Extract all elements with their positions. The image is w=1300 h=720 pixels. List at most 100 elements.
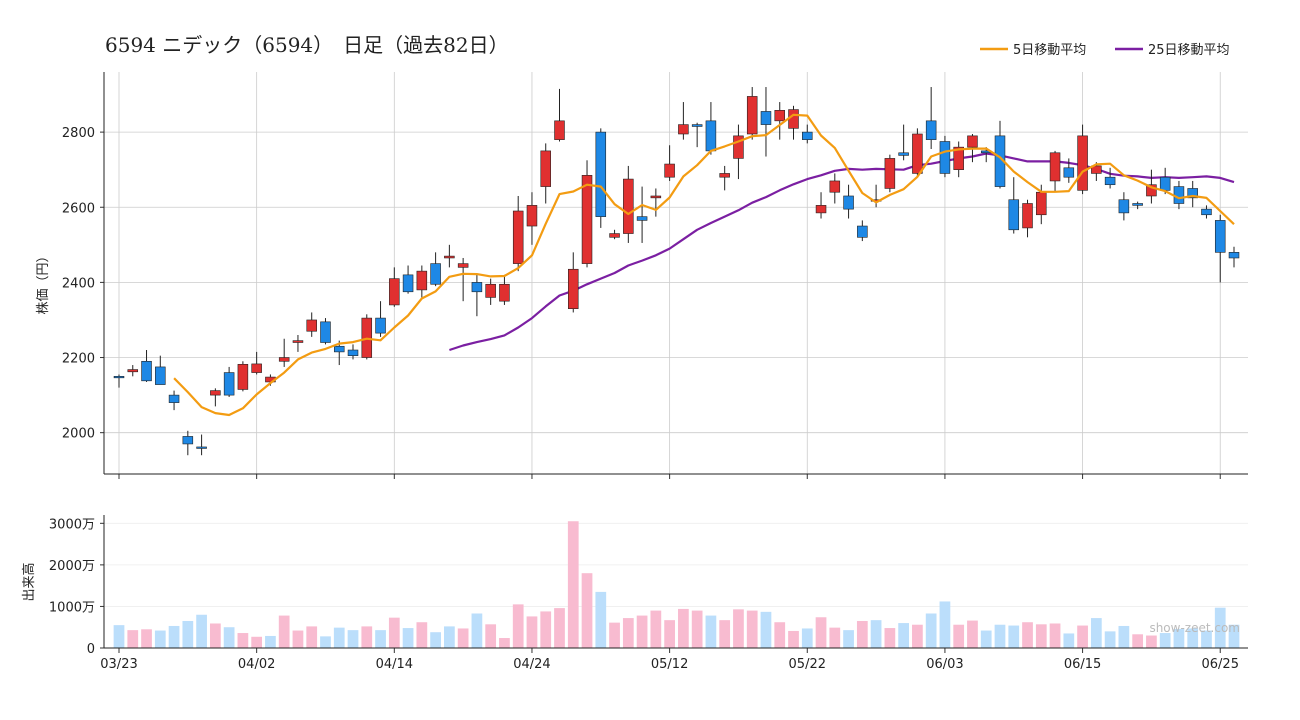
volume-bar [843,630,854,648]
volume-bar [1008,625,1020,648]
volume-bar [994,624,1006,648]
candle-body [210,390,221,396]
volume-bar [512,604,524,648]
x-tick-label: 04/14 [376,657,413,672]
watermark: show-zeet.com [1149,621,1240,635]
volume-bar [444,626,455,648]
volume-bar [870,620,882,648]
candle-body [1118,199,1130,214]
volume-grid [104,522,1248,649]
volume-y-ticks: 0 1000万 2000万 3000万 [49,517,104,657]
candle-body [1146,184,1157,197]
candle-body [568,268,579,309]
candle-body [898,152,909,156]
volume-bar [1035,624,1047,648]
candle-body [1159,176,1171,191]
volume-bar [127,630,139,648]
candle-body [1173,186,1185,204]
candle-body [223,372,235,396]
volume-panel: 0 1000万 2000万 3000万 03/23 04/02 04/14 04/24 05/… [21,517,1248,672]
candle-body [705,120,717,152]
volume-bar [980,630,992,648]
price-y-tick-label: 2400 [62,276,95,291]
candle-body [678,124,689,135]
volume-bar [402,628,414,648]
price-y-tick-label: 2800 [62,126,95,141]
volume-bar [278,615,290,648]
volume-bar [1187,628,1199,648]
candle-body [113,376,125,379]
candle-body [719,173,730,178]
volume-bar [347,630,359,648]
volume-bar [485,624,497,648]
candle-body [251,363,262,373]
candle-body [141,360,152,382]
volume-bar [815,617,827,648]
candle-body [1214,220,1226,253]
candle-body [375,317,386,334]
candle-body [774,110,785,122]
legend: 5日移動平均 25日移動平均 [980,43,1230,58]
candle-body [912,133,923,174]
volume-bar [898,623,909,648]
legend-ma25-label: 25日移動平均 [1148,43,1230,58]
volume-bar [1214,607,1226,648]
volume-bar [856,620,868,648]
candle-body [939,141,951,174]
candle-body [1036,191,1047,216]
volume-bar [691,610,703,648]
candle-body [1091,165,1102,174]
ma25-layer [449,152,1235,352]
candle-body [829,180,841,193]
volume-bars [113,521,1240,648]
candle-body [430,263,441,285]
volume-bar [306,626,318,648]
candle-body [457,263,469,268]
candle-body [512,210,524,264]
price-y-tick-label: 2600 [62,201,95,216]
volume-bar [1022,622,1033,648]
volume-bar [925,613,937,648]
candle-body [636,216,648,221]
candle-body [1104,176,1116,186]
price-y-axis-label: 株価（円） [36,249,51,314]
candle-body [292,340,304,343]
candle-body [278,357,290,362]
volume-bar [705,615,717,648]
candle-body [389,278,400,306]
candle-body [595,131,607,217]
volume-bar [361,626,373,648]
volume-bar [567,521,579,648]
candle-body [746,96,758,135]
ma5-layer [173,113,1235,417]
volume-bar [209,623,221,648]
volume-bar [320,636,331,648]
candle-body [884,158,896,189]
candle-body [485,283,496,298]
candle-body [540,150,551,187]
x-tick-label: 04/24 [513,657,550,672]
volume-bar [388,617,400,648]
x-ticks: 03/23 04/02 04/14 04/24 05/12 05/22 06/03 06/15… [100,648,1239,672]
volume-y-tick-label: 1000万 [49,600,95,615]
candle-body [347,349,359,356]
candle-body [168,394,180,403]
price-panel: 2000 2200 2400 2600 2800 株価（円） [36,72,1248,479]
volume-bar [430,632,441,648]
candle-body [1077,135,1088,191]
candle-body [402,274,414,293]
volume-bar [581,573,593,648]
volume-bar [113,625,125,648]
x-tick-label: 05/12 [651,657,688,672]
candle-body [416,270,428,291]
volume-bar [774,622,786,648]
candle-body [237,363,249,390]
axes [103,72,1248,649]
volume-bar [292,630,304,648]
volume-bar [141,629,152,648]
candle-body [196,446,207,449]
candle-body [581,175,593,264]
candle-body [1022,203,1033,229]
volume-bar [1146,635,1157,648]
price-grid [104,72,1248,479]
